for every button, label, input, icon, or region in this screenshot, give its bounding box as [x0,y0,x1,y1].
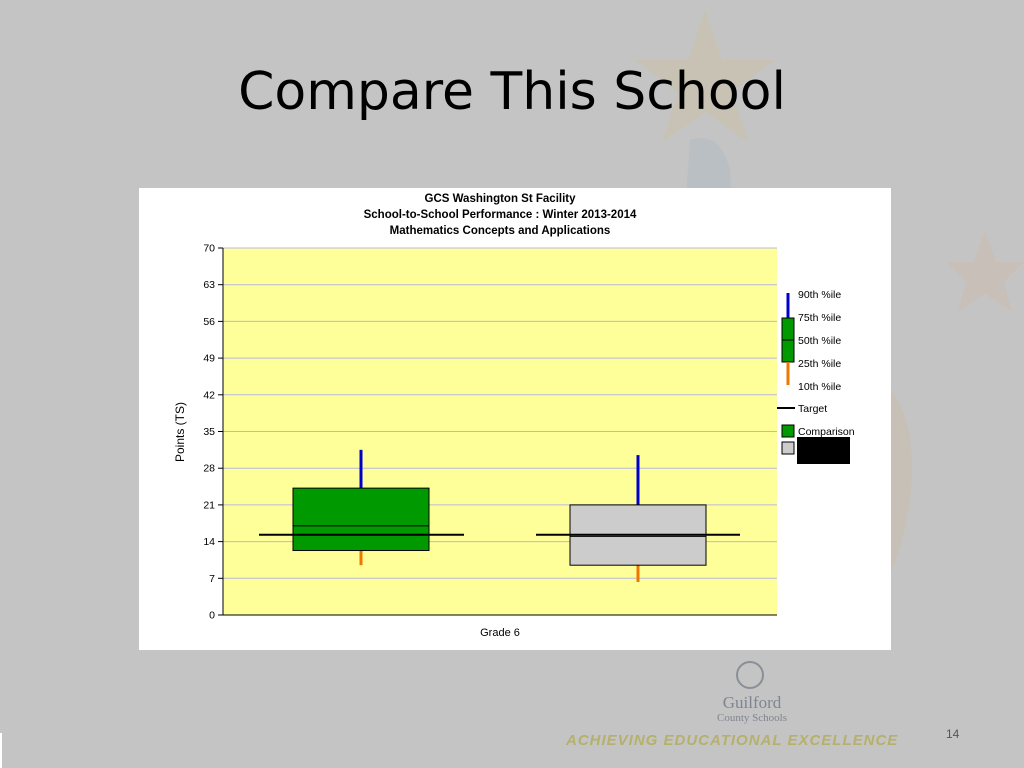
y-tick-label: 21 [203,499,215,511]
y-tick-label: 28 [203,463,215,475]
y-tick-label: 14 [203,536,215,548]
legend-label: 90th %ile [798,289,841,301]
y-axis-label: Points (TS) [173,402,187,462]
legend-redacted-label [797,437,850,464]
tagline: ACHIEVING EDUCATIONAL EXCELLENCE [566,732,899,749]
page-number: 14 [946,727,960,741]
y-tick-label: 63 [203,279,215,291]
legend-label: 25th %ile [798,358,841,370]
star-icon [635,10,775,142]
legend-label: Target [798,403,827,415]
y-tick-label: 42 [203,389,215,401]
legend-label: 50th %ile [798,335,841,347]
logo-name: Guilford [722,693,782,712]
x-axis-label: Grade 6 [480,627,520,639]
y-tick-label: 70 [203,243,215,255]
legend-label: 10th %ile [798,381,841,393]
y-tick-label: 7 [209,573,215,585]
globe-icon [736,661,764,689]
district-logo: Guilford County Schools [690,655,810,735]
chart-title-line: Mathematics Concepts and Applications [390,225,611,237]
logo-subtitle: County Schools [717,712,787,724]
legend-label: Comparison [798,426,855,438]
edge-divider [0,733,2,768]
y-tick-label: 56 [203,316,215,328]
y-tick-label: 35 [203,426,215,438]
box-iqr [292,487,430,552]
legend-label: 75th %ile [798,312,841,324]
chart-title-line: School-to-School Performance : Winter 20… [364,209,637,221]
y-tick-label: 0 [209,610,215,622]
chart-panel: GCS Washington St Facility School-to-Scho… [139,188,891,650]
legend-comparison-swatch [781,424,795,438]
legend-school-swatch [781,441,795,455]
chart-title-line: GCS Washington St Facility [425,193,577,205]
star-icon [946,230,1024,312]
slide-title: Compare This School [238,62,786,122]
y-tick-label: 49 [203,353,215,365]
box-plot-chart: GCS Washington St Facility School-to-Scho… [173,193,855,639]
